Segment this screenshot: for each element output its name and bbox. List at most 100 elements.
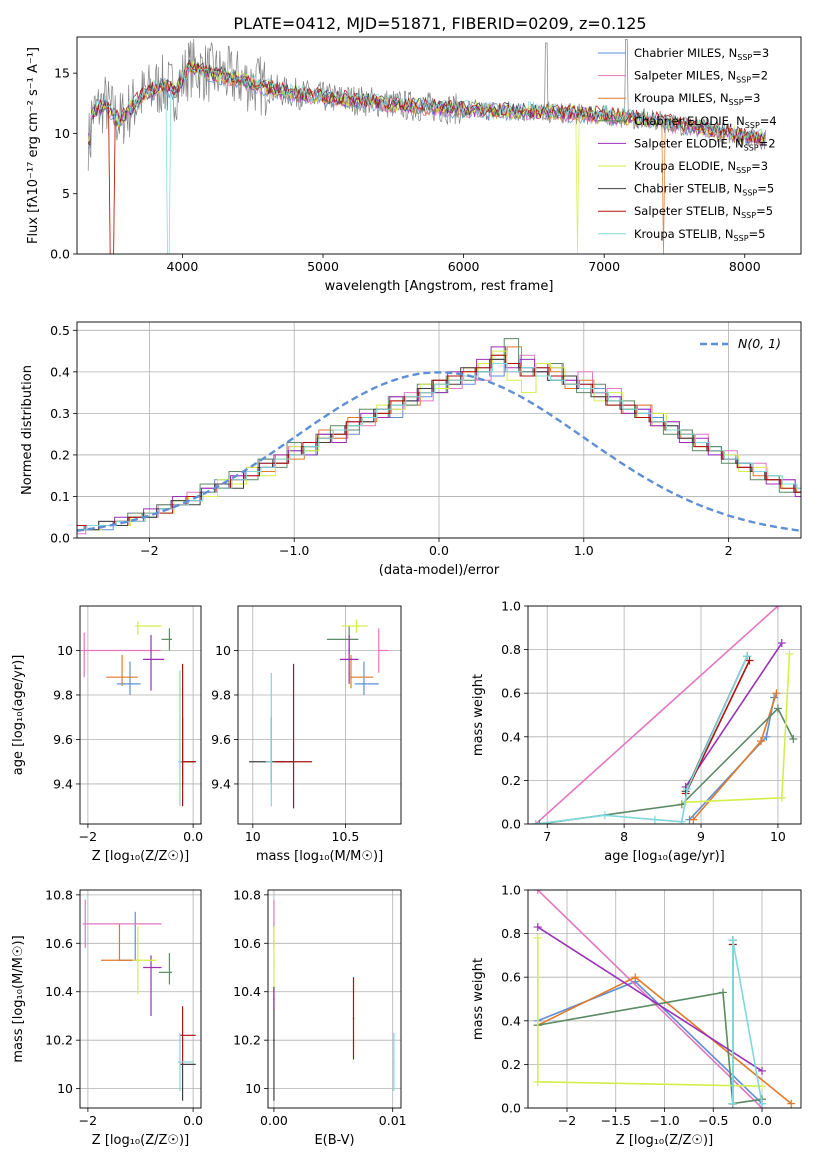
mass-weight-line-7 xyxy=(684,660,751,794)
model-spectrum-8 xyxy=(87,63,766,254)
x-tick-label: 0.01 xyxy=(379,1113,407,1128)
mass-weight-marker xyxy=(600,811,609,820)
y-tick-label: 9.4 xyxy=(53,776,73,791)
legend-entry-subscript: SSP xyxy=(729,98,744,107)
data-point-8 xyxy=(179,760,181,763)
model-spectrum-7 xyxy=(88,62,766,254)
y-tick-label: 0.0 xyxy=(50,247,70,262)
legend-entry-value: =3 xyxy=(751,159,768,173)
mass-weight-marker xyxy=(689,815,698,824)
x-tick-label: 9 xyxy=(697,829,705,844)
y-tick-label: 10.8 xyxy=(45,887,73,902)
x-axis-label: E(B-V) xyxy=(314,1133,354,1148)
legend-entry: Salpeter STELIB, NSSP=5 xyxy=(634,204,773,220)
mass-weight-marker xyxy=(757,737,766,746)
axes-frame xyxy=(76,321,802,539)
x-tick-label: −2 xyxy=(558,1113,576,1128)
legend-entry-name: Salpeter ELODIE, N xyxy=(634,136,744,150)
y-tick-label: 1.0 xyxy=(501,883,521,898)
mass-weight-line-1 xyxy=(535,606,779,824)
y-axis-label: mass weight xyxy=(471,674,486,756)
x-tick-label: 7 xyxy=(543,829,551,844)
y-tick-label: 0.8 xyxy=(501,926,521,941)
y-tick-label: 0.4 xyxy=(501,1013,521,1028)
mass-weight-marker xyxy=(785,649,794,658)
mass-weight-marker xyxy=(631,973,640,982)
legend-entry-value: =5 xyxy=(749,227,766,241)
data-point-3 xyxy=(273,998,275,1000)
axes-frame xyxy=(237,605,402,825)
legend-entry-name: Salpeter STELIB, N xyxy=(634,204,741,218)
legend-entry: Chabrier ELODIE, NSSP=4 xyxy=(634,114,777,130)
residual-histogram-8 xyxy=(77,363,801,531)
legend-entry: Chabrier MILES, NSSP=3 xyxy=(634,46,769,62)
y-tick-label: 10.6 xyxy=(233,936,261,951)
legend-entry: Kroupa ELODIE, NSSP=3 xyxy=(634,159,768,175)
mass-vs-extinction-axes: 0.00 0.01 10 10.2 10.4 10.6 10.8 E(B-V) xyxy=(233,887,406,1148)
y-tick-label: 9.8 xyxy=(211,687,231,702)
data-point-0 xyxy=(129,683,131,685)
mass-weight-line-4 xyxy=(684,642,783,788)
y-tick-label: 10 xyxy=(54,126,70,141)
y-tick-label: 9.6 xyxy=(211,732,231,747)
model-spectrum-1 xyxy=(87,63,766,146)
y-tick-label: 0.6 xyxy=(501,970,521,985)
data-point-1 xyxy=(83,649,86,652)
y-tick-label: 1.0 xyxy=(501,599,521,614)
legend-entry-subscript: SSP xyxy=(737,53,752,62)
mass-weight-marker xyxy=(773,704,782,713)
y-tick-label: 0.2 xyxy=(501,773,521,788)
y-tick-label: 10.4 xyxy=(45,984,73,999)
mass-weight-line-4 xyxy=(537,926,763,1072)
legend-entry-value: =5 xyxy=(756,204,773,218)
y-tick-label: 10 xyxy=(57,643,73,658)
x-tick-label: 8 xyxy=(620,829,628,844)
mass-weight-marker xyxy=(533,933,542,942)
y-tick-label: 10.4 xyxy=(233,984,261,999)
y-tick-label: 0.2 xyxy=(501,1057,521,1072)
mass-weight-marker xyxy=(762,732,771,741)
mass-weight-line-5 xyxy=(537,938,763,1087)
legend-entry: Kroupa STELIB, NSSP=5 xyxy=(634,227,765,243)
legend-entry-subscript: SSP xyxy=(734,234,749,243)
mass-vs-metallicity-axes: −2 0.0 10 10.2 10.4 10.6 10.8 Z [log₁₀(Z/Z☉)] ma… xyxy=(11,887,203,1148)
spectrum-axes: 4000 5000 6000 7000 8000 0.0 5 10 15 wavelength [… xyxy=(26,36,802,294)
y-axis-label: mass weight xyxy=(471,958,486,1040)
x-tick-label: −1.5 xyxy=(601,1113,631,1128)
data-point-4 xyxy=(348,658,350,661)
x-axis-label: wavelength [Angstrom, rest frame] xyxy=(325,279,554,294)
y-axis-label: age [log₁₀(age/yr)] xyxy=(11,655,26,776)
y-tick-label: 10.2 xyxy=(233,1033,261,1048)
mass-weight-marker xyxy=(789,734,798,743)
y-tick-label: 0.4 xyxy=(501,729,521,744)
x-tick-label: −1.0 xyxy=(279,543,309,558)
data-point-2 xyxy=(121,676,123,678)
mass-weight-marker xyxy=(533,890,542,894)
y-tick-label: 0.5 xyxy=(50,323,70,338)
mass-weight-marker xyxy=(758,1099,766,1108)
data-point-5 xyxy=(137,959,139,962)
plot-area xyxy=(77,338,801,535)
y-tick-label: 10.2 xyxy=(45,1033,73,1048)
data-point-2 xyxy=(273,1039,275,1041)
legend-entry: Salpeter ELODIE, NSSP=2 xyxy=(634,136,776,152)
x-tick-label: 5000 xyxy=(307,259,339,274)
y-tick-label: 0.1 xyxy=(50,489,70,504)
y-tick-label: 9.8 xyxy=(53,687,73,702)
mass-weight-marker xyxy=(745,656,754,665)
mass-weight-line-3 xyxy=(539,707,795,824)
mass-weight-vs-age-axes: 7 8 9 10 0.0 0.2 0.4 0.6 0.8 1.0 age [log₁₀(age/yr… xyxy=(471,599,802,864)
y-tick-label: 10 xyxy=(57,1081,73,1096)
legend-entry-value: =3 xyxy=(752,46,769,60)
legend-entry: Chabrier STELIB, NSSP=5 xyxy=(634,182,774,198)
x-tick-label: 6000 xyxy=(448,259,480,274)
x-axis-label: mass [log₁₀(M/M☉)] xyxy=(256,849,383,864)
plot-area xyxy=(81,621,196,807)
data-point-1 xyxy=(273,959,275,962)
axes-frame xyxy=(527,889,802,1109)
data-point-5 xyxy=(355,625,358,627)
mass-weight-marker xyxy=(773,606,782,610)
mass-weight-marker xyxy=(787,1099,796,1108)
data-point-8 xyxy=(270,760,273,763)
mass-weight-line-8 xyxy=(535,655,748,824)
